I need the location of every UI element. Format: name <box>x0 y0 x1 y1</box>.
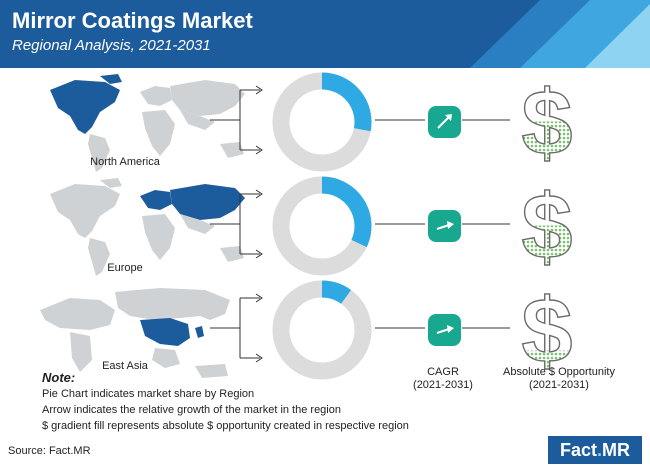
asia-map-east-asia-icon <box>40 288 230 378</box>
header-banner: Mirror Coatings Market Regional Analysis… <box>0 0 650 68</box>
connector-lines <box>210 189 510 259</box>
donut-share-slice <box>321 72 372 132</box>
cagr-arrow-icon <box>428 314 461 346</box>
region-row: North America $$ <box>0 70 650 178</box>
page-title: Mirror Coatings Market <box>12 8 253 33</box>
dollar-outline: $ <box>521 80 572 164</box>
world-map-north-america-icon <box>50 74 245 172</box>
dollar-outline: $ <box>521 184 572 268</box>
cagr-arrow-icon <box>428 210 461 242</box>
page-subtitle: Regional Analysis, 2021-2031 <box>12 37 211 54</box>
header-decoration <box>470 0 650 68</box>
cagr-period: (2021-2031) <box>413 379 473 391</box>
note-line-pie: Pie Chart indicates market share by Regi… <box>42 388 255 400</box>
opportunity-period: (2021-2031) <box>529 379 589 391</box>
brand-main: Fact <box>559 440 597 460</box>
dollar-opportunity-icon: $$ <box>521 184 573 268</box>
dollar-gradient-fill <box>521 225 573 268</box>
note-line-dollar: $ gradient fill represents absolute $ op… <box>42 420 409 432</box>
connector-lines <box>210 293 510 363</box>
market-share-donut <box>272 176 372 276</box>
world-map-europe-icon <box>50 178 245 276</box>
opportunity-label: Absolute $ Opportunity <box>503 366 615 378</box>
donut-share-slice <box>321 280 352 304</box>
opportunity-column-label: Absolute $ Opportunity (2021-2031) <box>493 366 625 392</box>
market-share-donut <box>272 280 372 380</box>
connector-lines <box>210 85 510 155</box>
cagr-arrow-icon <box>428 106 461 138</box>
donut-track <box>272 280 372 380</box>
dollar-gradient-fill <box>521 350 573 372</box>
dollar-gradient-fill <box>521 121 573 164</box>
note-line-arrow: Arrow indicates the relative growth of t… <box>42 404 341 416</box>
note-title: Note: <box>42 370 76 385</box>
dollar-outline: $ <box>521 288 572 372</box>
dollar-opportunity-icon: $$ <box>521 80 573 164</box>
region-label: East Asia <box>102 360 148 372</box>
region-row: East Asia $ $ <box>0 278 650 386</box>
donut-share-slice <box>321 176 372 248</box>
source-text: Source: Fact.MR <box>8 445 91 457</box>
brand-suffix: MR <box>602 440 631 460</box>
region-row: Europe $$ <box>0 174 650 282</box>
dollar-opportunity-icon: $$ <box>521 288 573 372</box>
market-share-donut <box>272 72 372 172</box>
region-label: Europe <box>107 262 143 274</box>
note-block: Note: Pie Chart indicates market share b… <box>42 370 409 434</box>
region-label: North America <box>90 156 160 168</box>
cagr-label: CAGR <box>427 366 459 378</box>
cagr-column-label: CAGR (2021-2031) <box>405 366 481 392</box>
brand-dot: . <box>597 440 603 460</box>
factmr-logo: Fact.MR <box>548 436 642 464</box>
